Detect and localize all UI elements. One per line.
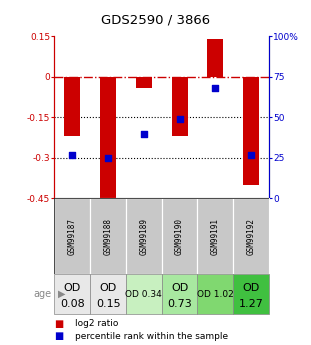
Text: GSM99187: GSM99187 [68, 218, 77, 255]
Bar [54, 274, 90, 314]
Text: age: age [33, 289, 51, 299]
Text: GSM99188: GSM99188 [104, 218, 113, 255]
Point [213, 85, 218, 91]
Text: OD: OD [171, 283, 188, 293]
Bar [172, 77, 188, 136]
Text: percentile rank within the sample: percentile rank within the sample [75, 332, 228, 341]
Text: ■: ■ [54, 331, 64, 341]
Text: 0.15: 0.15 [96, 299, 120, 309]
Bar [197, 274, 233, 314]
Text: ■: ■ [54, 319, 64, 328]
Text: GSM99191: GSM99191 [211, 218, 220, 255]
Bar [197, 198, 233, 274]
Text: GSM99190: GSM99190 [175, 218, 184, 255]
Bar [126, 198, 162, 274]
Bar [233, 274, 269, 314]
Text: OD: OD [64, 283, 81, 293]
Bar [233, 198, 269, 274]
Text: ▶: ▶ [58, 289, 65, 299]
Text: GSM99192: GSM99192 [247, 218, 256, 255]
Text: OD: OD [243, 283, 260, 293]
Text: GDS2590 / 3866: GDS2590 / 3866 [101, 14, 210, 27]
Bar [207, 39, 223, 77]
Text: 1.27: 1.27 [239, 299, 263, 309]
Bar [90, 198, 126, 274]
Bar [126, 274, 162, 314]
Text: 0.08: 0.08 [60, 299, 85, 309]
Bar [54, 198, 90, 274]
Point [248, 152, 253, 157]
Bar [136, 77, 152, 88]
Bar [100, 77, 116, 198]
Bar [90, 274, 126, 314]
Point [141, 131, 146, 136]
Point [177, 116, 182, 122]
Point [70, 152, 75, 157]
Text: OD 0.34: OD 0.34 [125, 289, 162, 299]
Text: 0.73: 0.73 [167, 299, 192, 309]
Point [105, 155, 111, 160]
Text: OD 1.02: OD 1.02 [197, 289, 234, 299]
Text: log2 ratio: log2 ratio [75, 319, 118, 328]
Bar [162, 198, 197, 274]
Text: OD: OD [100, 283, 117, 293]
Bar [162, 274, 197, 314]
Text: GSM99189: GSM99189 [139, 218, 148, 255]
Bar [64, 77, 80, 136]
Bar [243, 77, 259, 185]
